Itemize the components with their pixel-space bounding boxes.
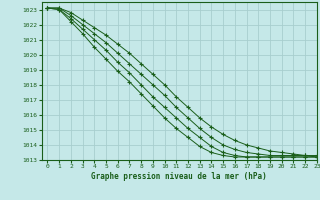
X-axis label: Graphe pression niveau de la mer (hPa): Graphe pression niveau de la mer (hPa) — [91, 172, 267, 181]
